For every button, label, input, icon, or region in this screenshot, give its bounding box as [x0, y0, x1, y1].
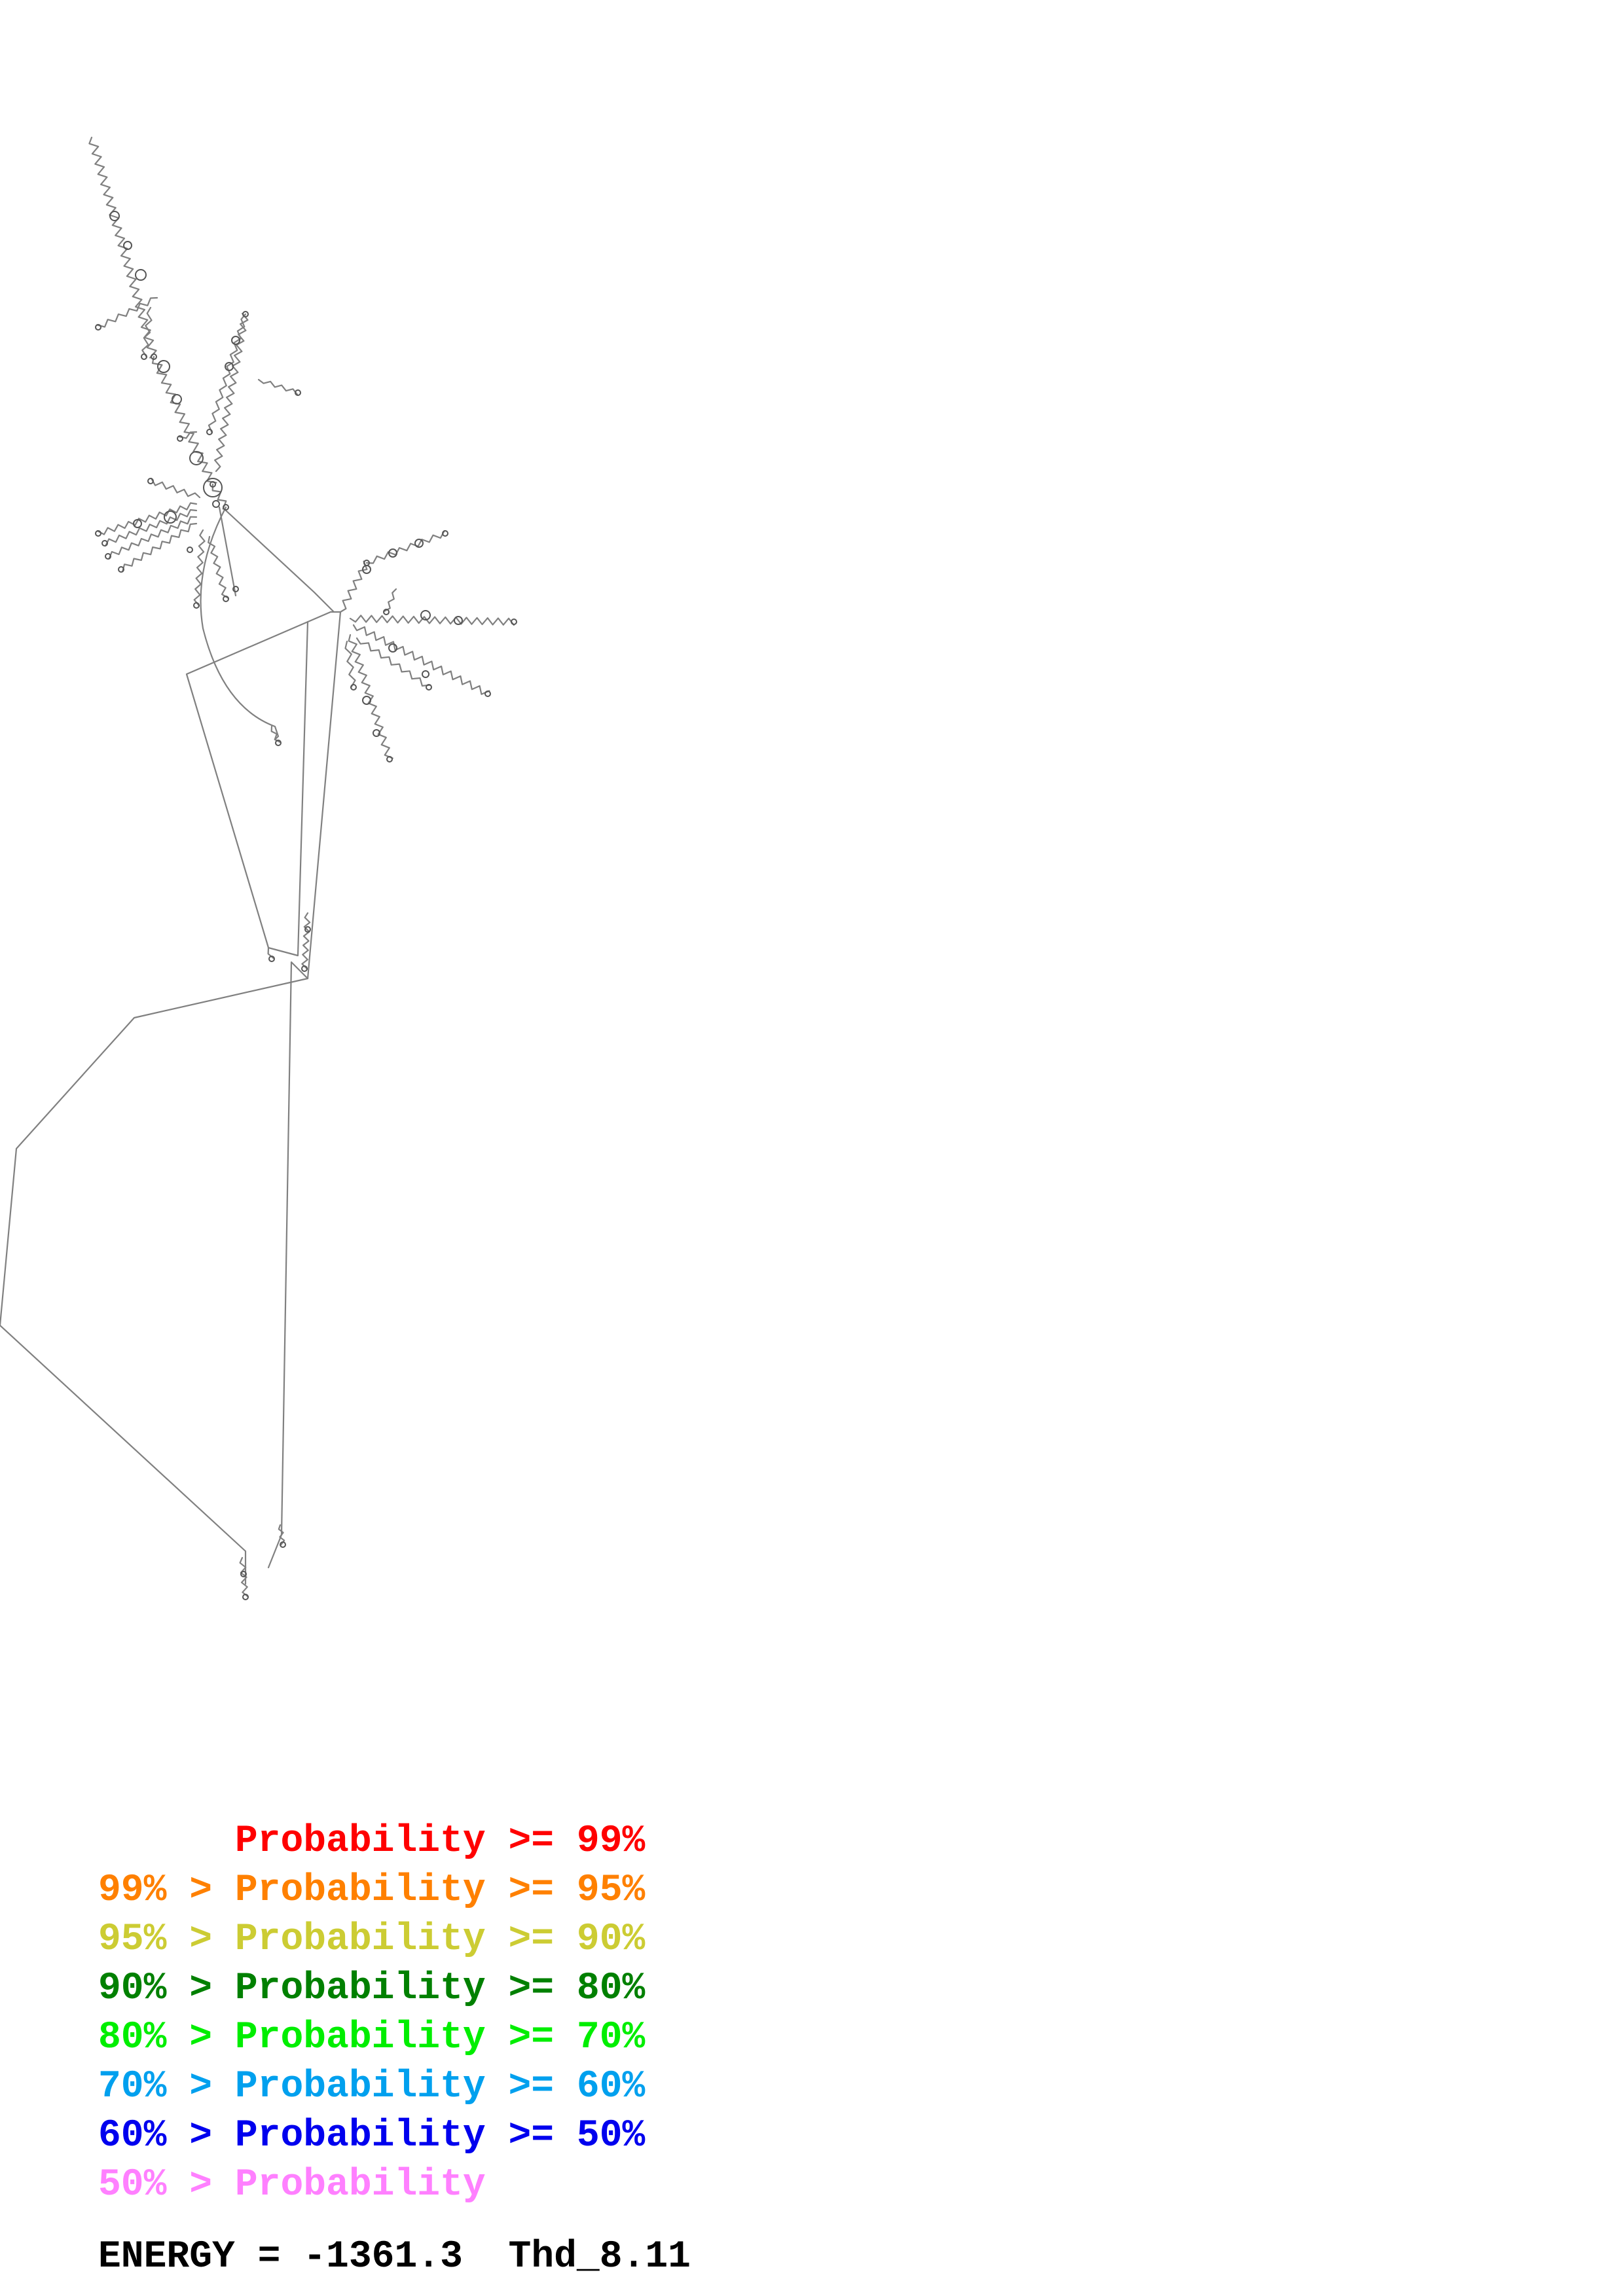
stem-bottom-b	[278, 1524, 285, 1546]
stem-top-mid	[151, 355, 217, 484]
fan-4-hairpin	[118, 566, 124, 573]
fan-6-hairpin	[193, 602, 200, 609]
fan-2	[105, 509, 198, 547]
stem-bottom-a-hairpin	[242, 1594, 249, 1600]
stem-top-base-hairpin	[223, 504, 229, 511]
interior-loop-7	[231, 336, 240, 345]
fan-1	[96, 502, 198, 535]
fan-7	[208, 535, 229, 600]
stem-top-long	[88, 136, 157, 359]
stem-right-low-hairpin	[484, 691, 491, 697]
fan-3-hairpin	[105, 553, 111, 560]
stem-upper-branch-hairpin	[242, 311, 249, 317]
stem-down-hairpin	[386, 756, 393, 762]
stem-small-b	[384, 588, 397, 612]
interior-loop-3	[135, 269, 147, 281]
stem-mid-c-hairpin	[275, 740, 282, 746]
interior-loop-16	[454, 616, 463, 625]
fan-6	[193, 529, 206, 607]
legend-line-1: Probability >= 99%	[98, 1820, 646, 1863]
long-strand-b	[267, 611, 342, 1569]
fan-1-hairpin	[95, 530, 101, 537]
interior-loop-25	[240, 1571, 247, 1577]
interior-loop-14	[414, 539, 424, 548]
stem-left-arm	[96, 296, 158, 328]
interior-loop-2	[123, 241, 132, 250]
connector-f	[218, 506, 237, 597]
long-strand-e	[200, 506, 280, 738]
stem-small-b-hairpin	[383, 609, 390, 615]
stem-right-up-b	[365, 530, 445, 564]
stem-down-c	[344, 640, 356, 689]
interior-loop-13	[388, 548, 397, 558]
stem-right-mid-hairpin	[511, 619, 517, 625]
stem-top-base	[211, 483, 227, 510]
stem-small-a-hairpin	[177, 435, 183, 442]
stem-upper-branch	[214, 313, 249, 473]
legend-line-6: 70% > Probability >= 60%	[98, 2066, 646, 2108]
interior-loop-22	[187, 547, 193, 553]
interior-loop-20	[373, 729, 380, 737]
stem-down	[348, 634, 393, 759]
fan-5-hairpin	[147, 478, 154, 484]
interior-loop-24	[304, 926, 311, 933]
interior-loop-6	[225, 362, 234, 371]
stem-right-mid	[349, 615, 515, 626]
fan-3	[108, 516, 198, 560]
interior-loop-23	[232, 586, 239, 592]
interior-loop-8	[189, 451, 204, 465]
stem-lower-a	[301, 912, 311, 970]
stem-down-c-hairpin	[350, 684, 357, 691]
legend-line-3: 95% > Probability >= 90%	[98, 1918, 646, 1961]
stem-lower-a-hairpin	[301, 965, 308, 972]
fan-5	[151, 478, 201, 499]
fan-2-hairpin	[101, 540, 108, 547]
interior-loop-5	[172, 394, 182, 404]
energy-label: ENERGY = -1361.3	[98, 2236, 463, 2278]
legend-line-4: 90% > Probability >= 80%	[98, 1967, 646, 2010]
stem-right-low	[352, 624, 490, 695]
stem-hook-hairpin	[295, 389, 301, 396]
stem-hook	[257, 378, 299, 395]
stem-right-up-b-hairpin	[442, 530, 448, 537]
fan-4	[122, 522, 198, 573]
interior-loop-1	[109, 211, 120, 221]
interior-loop-12	[362, 565, 371, 574]
stem-left-arm-b-hairpin	[141, 353, 147, 360]
interior-loop-9	[203, 478, 223, 497]
interior-loop-4	[157, 360, 170, 373]
stem-right-up	[339, 560, 368, 613]
interior-loop-15	[420, 610, 431, 620]
legend-line-2: 99% > Probability >= 95%	[98, 1869, 646, 1912]
interior-loop-10	[164, 511, 177, 524]
legend-line-5: 80% > Probability >= 70%	[98, 2017, 646, 2059]
stem-top-mid-hairpin	[210, 481, 216, 488]
long-strand-d	[185, 611, 342, 949]
legend-line-7: 60% > Probability >= 50%	[98, 2115, 646, 2157]
fan-7-hairpin	[223, 596, 229, 602]
energy-footer: ENERGY = -1361.3 Thd_8.11	[98, 2238, 691, 2276]
interior-loop-11	[133, 519, 142, 528]
stem-bottom-a	[239, 1556, 249, 1598]
interior-loop-21	[212, 500, 220, 508]
interior-loop-19	[362, 696, 371, 705]
stem-down-b	[356, 637, 431, 687]
long-strand-c	[0, 977, 309, 1585]
long-strand-a	[267, 620, 309, 957]
connector-g	[225, 509, 335, 613]
legend-line-8: 50% > Probability	[98, 2164, 486, 2206]
interior-loop-18	[422, 670, 429, 678]
stem-upper-branch-b-hairpin	[206, 429, 213, 435]
structure-name: Thd_8.11	[508, 2236, 691, 2278]
stem-lower-b-hairpin	[268, 956, 275, 962]
stem-bottom-b-hairpin	[280, 1541, 286, 1548]
stem-top-long-hairpin	[151, 353, 157, 360]
stem-down-b-hairpin	[426, 684, 432, 691]
stem-upper-branch-b	[208, 313, 247, 434]
stem-left-arm-b	[141, 306, 153, 358]
interior-loop-17	[388, 643, 397, 653]
stem-left-arm-hairpin	[95, 324, 101, 331]
